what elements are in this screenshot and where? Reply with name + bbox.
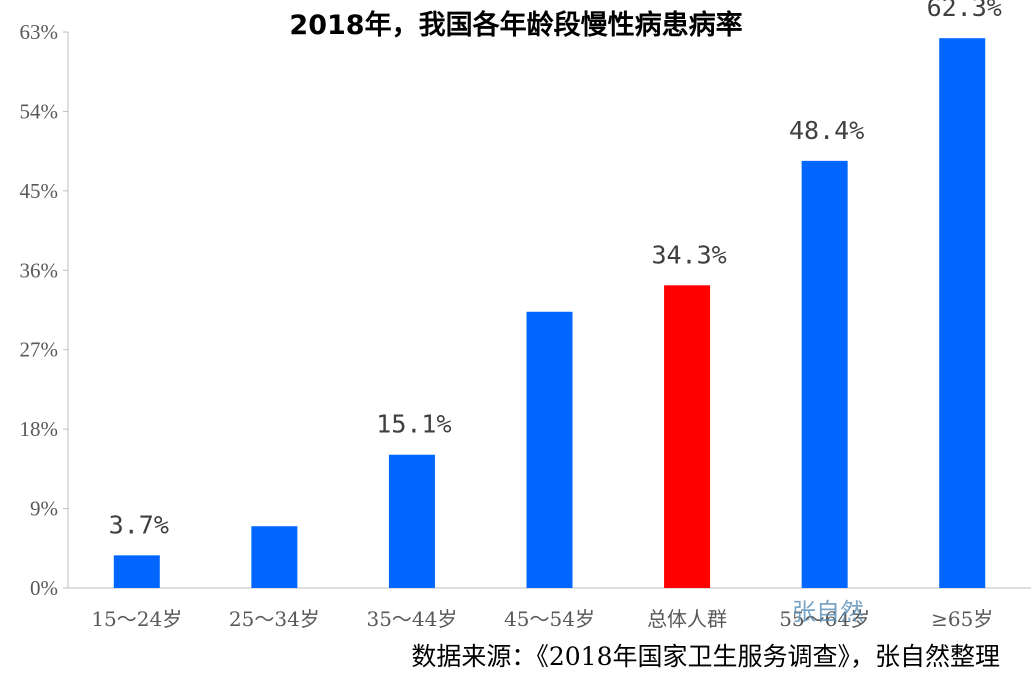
data-label: 15.1% [376,410,451,439]
x-tick-label: 45～54岁 [504,607,595,631]
axes: 0% 9% 18% 27% 36% 45% 54% 63% 15～24岁 25～34岁 35～44岁… [20,20,1031,631]
y-tick-label: 63% [20,20,59,44]
bar [388,454,435,588]
bars [113,38,986,588]
y-tick-label: 9% [30,497,58,521]
x-tick-label: ≥65岁 [931,607,993,631]
y-tick-label: 27% [20,338,59,362]
bar [251,526,298,588]
watermark: 张自然 [792,598,864,626]
data-label: 3.7% [109,510,169,539]
chart-title: 2018年，我国各年龄段慢性病患病率 [289,9,742,41]
x-tick-label: 总体人群 [647,607,727,631]
y-tick-label: 0% [30,576,58,600]
bar [113,555,160,588]
bar [664,285,711,588]
bar [801,160,848,588]
bar [939,38,986,588]
data-label: 34.3% [651,240,726,269]
data-labels: 3.7% 15.1% 34.3% 48.4% 62.3% [109,0,1002,539]
x-tick-label: 55～64岁 [779,607,870,631]
x-tick-label: 35～44岁 [366,607,457,631]
data-label: 48.4% [789,116,864,145]
source-note: 数据来源：《2018年国家卫生服务调查》，张自然整理 [411,642,1000,671]
y-tick-label: 45% [20,179,59,203]
x-tick-label: 25～34岁 [229,607,320,631]
y-tick-label: 36% [20,258,59,282]
bar [526,311,573,588]
y-tick-label: 54% [20,99,59,123]
data-label: 62.3% [927,0,1002,22]
x-tick-label: 15～24岁 [91,607,182,631]
y-tick-label: 18% [20,417,59,441]
